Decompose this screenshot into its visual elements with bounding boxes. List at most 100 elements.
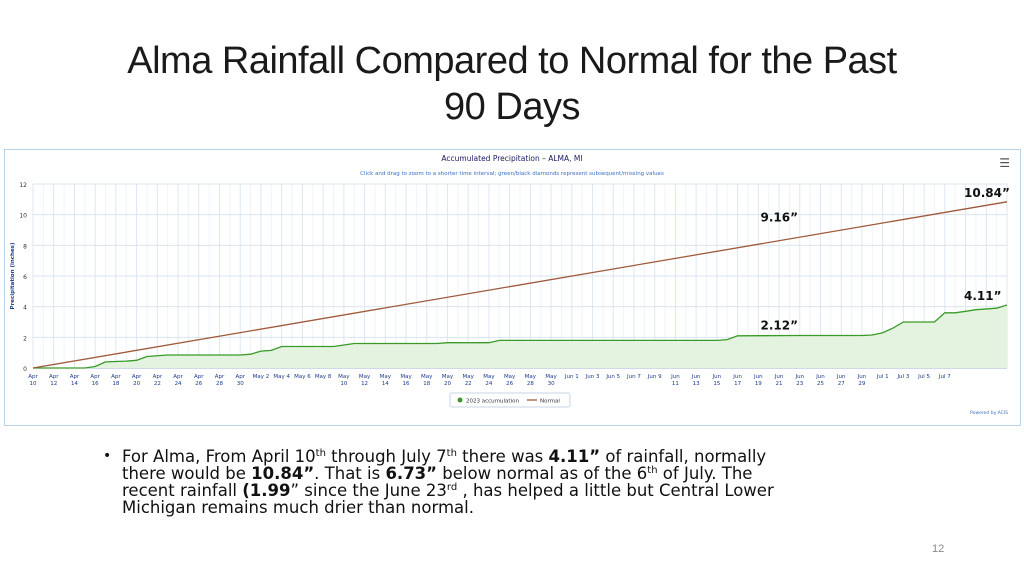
x-tick-label: Apr [215, 374, 225, 380]
chart-labels: 024681012Apr10Apr12Apr14Apr16Apr18Apr20A… [10, 154, 1010, 416]
x-tick-label: May 6 [294, 374, 311, 380]
series-area-0 [33, 305, 1007, 368]
x-tick-label: May [421, 374, 433, 380]
x-tick-label: May [442, 374, 454, 380]
hamburger-menu-icon[interactable]: ☰ [999, 156, 1010, 170]
x-tick-label: Jun 9 [647, 374, 662, 380]
bullet-paragraph: For Alma, From April 10th through July 7… [122, 447, 774, 517]
x-tick-label: 20 [444, 381, 451, 387]
x-tick-label: May [338, 374, 350, 380]
y-tick-label: 6 [23, 274, 27, 281]
bullet-dot: • [103, 448, 112, 464]
x-tick-label: Jun [712, 374, 722, 380]
x-tick-label: 18 [112, 381, 119, 387]
x-tick-label: 21 [776, 381, 783, 387]
chart-container: ☰ 0 2 4 6 8 10 12 Apr 10 Apr 12 Apr 14 Apr 16 Apr 18 Apr 2… [4, 149, 1021, 426]
legend-entry: Normal [540, 399, 560, 405]
x-tick-label: 26 [195, 381, 202, 387]
x-tick-label: May [463, 374, 475, 380]
x-tick-label: Apr [235, 374, 245, 380]
x-tick-label: Jun 1 [564, 374, 579, 380]
x-tick-label: May [483, 374, 495, 380]
series-line-1 [32, 201, 1008, 369]
x-tick-label: Apr [194, 374, 204, 380]
x-tick-label: Jul 5 [917, 374, 930, 380]
x-tick-label: 22 [154, 381, 161, 387]
x-tick-label: 24 [485, 381, 492, 387]
x-tick-label: May [380, 374, 392, 380]
x-tick-label: Apr [28, 374, 38, 380]
x-tick-label: Jun 7 [626, 374, 641, 380]
x-tick-label: 28 [216, 381, 223, 387]
x-tick-label: May [359, 374, 371, 380]
x-tick-label: Jun [753, 374, 763, 380]
y-tick-label: 12 [19, 182, 27, 189]
slide-title-line1: Alma Rainfall Compared to Normal for the… [127, 40, 897, 82]
x-tick-label: Jun [815, 374, 825, 380]
x-tick-label: Jun 5 [605, 374, 620, 380]
x-tick-label: 24 [175, 381, 182, 387]
series-line-0 [33, 304, 1008, 369]
annotation-label: 10.84” [964, 186, 1010, 200]
x-tick-label: Apr [111, 374, 121, 380]
legend-marker [457, 397, 463, 403]
y-tick-label: 4 [23, 305, 27, 312]
slide-title-line2: 90 Days [444, 86, 580, 128]
x-tick-label: 20 [133, 381, 140, 387]
x-tick-label: Jun 3 [585, 374, 600, 380]
annotation-label: 2.12” [760, 318, 798, 332]
y-tick-label: 10 [19, 213, 27, 220]
x-tick-label: 30 [237, 381, 244, 387]
x-tick-label: Jun [732, 374, 742, 380]
x-tick-label: Jun [857, 374, 867, 380]
legend-entry: 2023 accumulation [466, 399, 519, 405]
x-tick-label: 14 [382, 381, 389, 387]
x-tick-label: 10 [340, 381, 347, 387]
slide-title: Alma Rainfall Compared to Normal for the… [40, 38, 984, 130]
x-tick-label: 16 [92, 381, 99, 387]
x-tick-label: Apr [70, 374, 80, 380]
x-tick-label: Apr [49, 374, 59, 380]
page-number: 12 [932, 543, 945, 555]
y-tick-label: 2 [23, 335, 27, 342]
x-tick-label: Jun [836, 374, 846, 380]
x-tick-label: May [400, 374, 412, 380]
chart-legend: 2023 accumulation Normal [449, 392, 571, 408]
x-tick-label: 16 [403, 381, 410, 387]
precipitation-chart[interactable]: 024681012Apr10Apr12Apr14Apr16Apr18Apr20A… [5, 150, 1020, 425]
x-tick-label: 28 [527, 381, 534, 387]
x-tick-label: May [525, 374, 537, 380]
y-tick-label: 0 [23, 366, 27, 373]
x-tick-label: 13 [693, 381, 700, 387]
x-tick-label: 25 [817, 381, 824, 387]
bullet-text: • For Alma, From April 10th through July… [103, 448, 803, 516]
x-tick-label: 30 [548, 381, 555, 387]
x-tick-label: May [545, 374, 557, 380]
x-tick-label: 15 [713, 381, 720, 387]
x-tick-label: Jun [794, 374, 804, 380]
x-tick-label: 11 [672, 381, 679, 387]
x-tick-label: 10 [30, 381, 37, 387]
x-tick-label: May [504, 374, 516, 380]
x-tick-label: Jun [774, 374, 784, 380]
x-tick-label: 29 [858, 381, 865, 387]
x-tick-label: 18 [423, 381, 430, 387]
x-tick-label: Jun [691, 374, 701, 380]
x-tick-label: 14 [71, 381, 78, 387]
x-tick-label: 26 [506, 381, 513, 387]
x-tick-label: Jun [670, 374, 680, 380]
y-tick-label: 8 [23, 243, 27, 250]
x-tick-label: Jul 1 [876, 374, 889, 380]
x-tick-label: Jul 7 [938, 374, 951, 380]
x-tick-label: 12 [361, 381, 368, 387]
legend-box [449, 392, 571, 408]
x-tick-label: 23 [796, 381, 803, 387]
x-tick-label: 12 [50, 381, 57, 387]
x-tick-label: 17 [734, 381, 741, 387]
annotation-label: 9.16” [760, 211, 798, 225]
x-tick-label: 27 [838, 381, 845, 387]
x-tick-label: May 2 [253, 374, 270, 380]
x-tick-label: 22 [465, 381, 472, 387]
x-tick-label: Apr [153, 374, 163, 380]
annotation-label: 4.11” [964, 289, 1002, 303]
